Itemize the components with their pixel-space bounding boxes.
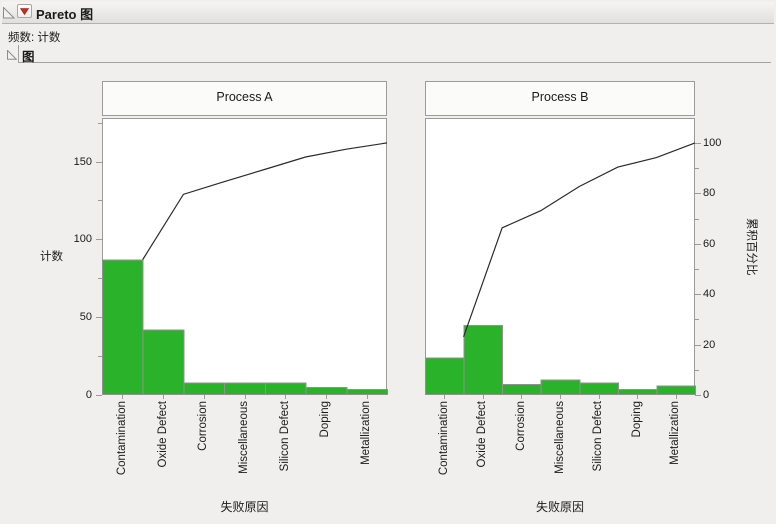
pareto-bar-corrosion[interactable] [183, 382, 226, 396]
pareto-bar-doping[interactable] [617, 388, 658, 395]
chart-title-box [425, 81, 695, 116]
pareto-bar-silicon-defect[interactable] [264, 382, 307, 396]
category-label-doping: Doping [319, 401, 332, 438]
percent-tick-label-60: 60 [703, 237, 716, 250]
x-axis-label-process-b: 失败原因 [535, 500, 584, 514]
count-tick-label-100: 100 [73, 232, 92, 245]
count-axis-label: 计数 [40, 251, 63, 263]
section-disclosure-triangle-icon[interactable] [7, 50, 17, 60]
x-axis-label-process-a: 失败原因 [220, 500, 269, 514]
category-label-metallization: Metallization [669, 401, 682, 465]
section-title: 图 [22, 50, 35, 64]
percent-tick-label-40: 40 [703, 287, 716, 300]
outline-header-pareto [2, 2, 774, 24]
count-tick-label-150: 150 [73, 155, 92, 168]
percent-tick-label-80: 80 [703, 186, 716, 199]
section-outline-box [18, 45, 771, 63]
cumulative-percent-curve [142, 142, 388, 260]
chart-title-process-a: Process A [216, 90, 273, 104]
pareto-bar-oxide-defect[interactable] [142, 329, 185, 395]
pareto-bar-corrosion[interactable] [502, 384, 542, 396]
pareto-bar-miscellaneous[interactable] [540, 379, 581, 395]
chart-title-process-b: Process B [531, 90, 589, 104]
category-label-miscellaneous: Miscellaneous [553, 401, 566, 474]
category-label-doping: Doping [630, 401, 643, 438]
pareto-bar-silicon-defect[interactable] [579, 382, 619, 396]
chart-title-box [102, 81, 387, 116]
percent-tick-label-0: 0 [703, 388, 710, 401]
red-triangle-icon [20, 7, 29, 15]
frequency-label: 频数: 计数 [8, 32, 61, 44]
percent-tick-label-20: 20 [703, 338, 716, 351]
category-label-oxide-defect: Oxide Defect [156, 401, 169, 468]
pareto-bar-metallization[interactable] [656, 385, 697, 396]
category-label-metallization: Metallization [360, 401, 373, 465]
pareto-bar-oxide-defect[interactable] [463, 324, 504, 396]
count-tick-label-50: 50 [79, 310, 92, 323]
pareto-bar-contamination[interactable] [425, 357, 465, 395]
report-title: Pareto 图 [36, 7, 94, 22]
category-label-oxide-defect: Oxide Defect [476, 401, 489, 468]
category-label-corrosion: Corrosion [197, 401, 210, 451]
pareto-bar-miscellaneous[interactable] [224, 382, 266, 396]
cumulative-percent-curve [463, 142, 696, 337]
pareto-bar-metallization[interactable] [346, 388, 388, 395]
category-label-silicon-defect: Silicon Defect [592, 401, 605, 472]
category-label-silicon-defect: Silicon Defect [278, 401, 291, 472]
category-label-contamination: Contamination [437, 401, 450, 476]
category-label-corrosion: Corrosion [514, 401, 527, 451]
count-tick-label-0: 0 [85, 388, 92, 401]
pareto-bar-contamination[interactable] [102, 259, 144, 395]
pareto-bar-doping[interactable] [305, 387, 348, 396]
cumulative-percent-axis-label: 累积百分比 [745, 218, 757, 276]
red-triangle-menu-button[interactable] [17, 4, 32, 18]
percent-tick-label-100: 100 [703, 136, 722, 149]
disclosure-triangle-icon[interactable] [3, 7, 15, 19]
category-label-contamination: Contamination [115, 401, 128, 476]
category-label-miscellaneous: Miscellaneous [238, 401, 250, 474]
